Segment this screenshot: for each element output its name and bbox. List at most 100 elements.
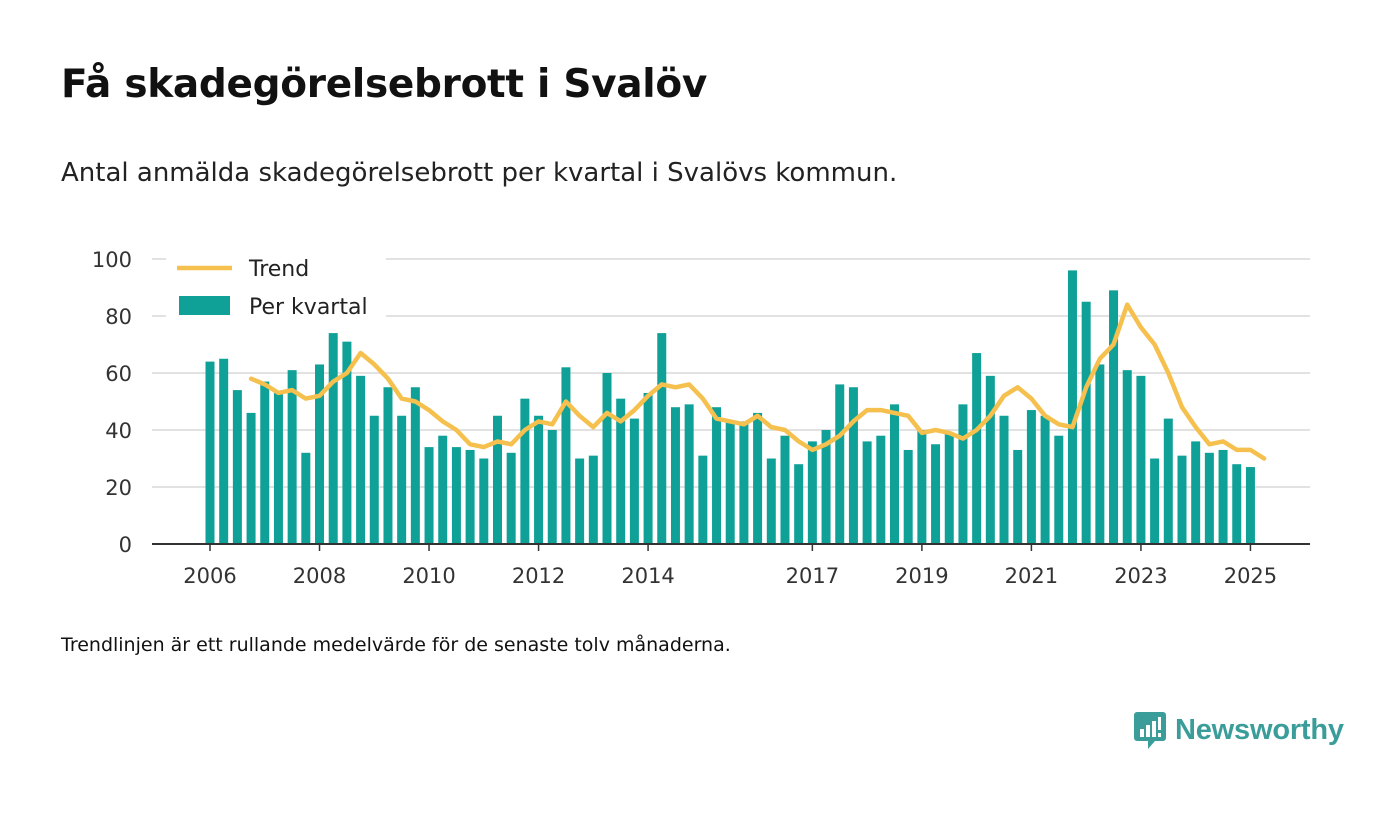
x-tick-label: 2006 [183, 564, 236, 588]
x-tick-label: 2021 [1005, 564, 1058, 588]
bar [356, 375, 366, 544]
bar [643, 392, 653, 544]
bar [575, 458, 585, 544]
chart-title: Få skadegörelsebrott i Svalöv [61, 62, 707, 107]
trend-line [248, 302, 1267, 461]
x-tick-label: 2023 [1114, 564, 1167, 588]
bar [903, 449, 913, 544]
bar [1163, 418, 1173, 544]
bar [479, 458, 489, 544]
bar [985, 375, 995, 544]
bar [1245, 467, 1255, 544]
bar [246, 412, 256, 544]
bar [1177, 455, 1187, 544]
bar [1218, 449, 1228, 544]
x-tick-label: 2019 [895, 564, 948, 588]
bar [465, 449, 475, 544]
x-tick-label: 2010 [402, 564, 455, 588]
bar [944, 432, 954, 544]
bar [410, 387, 420, 544]
legend-swatch-bars [179, 296, 230, 315]
bar [1232, 464, 1242, 544]
bar [835, 384, 845, 544]
brand-logo: Newsworthy [1133, 710, 1344, 750]
legend: Trend Per kvartal [166, 250, 386, 325]
y-tick-label: 60 [105, 362, 132, 386]
bar [588, 455, 598, 544]
bar [848, 387, 858, 544]
bar [273, 392, 283, 544]
x-tick-label: 2012 [512, 564, 565, 588]
bar [807, 441, 817, 544]
bar [260, 381, 270, 544]
bar [766, 458, 776, 544]
y-tick-label: 100 [92, 248, 132, 272]
bar [616, 398, 626, 544]
y-tick-label: 20 [105, 476, 132, 500]
y-tick-label: 0 [119, 533, 132, 557]
bar [725, 421, 735, 544]
x-tick-label: 2017 [786, 564, 839, 588]
bar [383, 387, 393, 544]
bar [876, 435, 886, 544]
bar [739, 421, 749, 544]
bar [1026, 410, 1036, 544]
bar [684, 404, 694, 544]
y-tick-label: 40 [105, 419, 132, 443]
bar [1081, 301, 1091, 544]
bar-series [205, 270, 1255, 544]
bar [1095, 364, 1105, 544]
bar [1067, 270, 1077, 544]
bar [561, 367, 571, 544]
bar [629, 418, 639, 544]
bar [657, 333, 667, 544]
bar [821, 430, 831, 544]
bar [438, 435, 448, 544]
bar [205, 361, 215, 544]
bar [917, 430, 927, 544]
bar [369, 415, 379, 544]
bar [328, 333, 338, 544]
bar [602, 373, 612, 544]
bar [1191, 441, 1201, 544]
bar [520, 398, 530, 544]
bar [342, 341, 352, 544]
bar [1109, 290, 1119, 544]
bar [670, 407, 680, 544]
bar [958, 404, 968, 544]
bar [1122, 370, 1132, 544]
bar [492, 415, 502, 544]
bar [794, 464, 804, 544]
bar [506, 452, 516, 544]
bar [301, 452, 311, 544]
bar [712, 407, 722, 544]
bar [534, 415, 544, 544]
bar [219, 358, 229, 544]
bar [1013, 449, 1023, 544]
bar [1204, 452, 1214, 544]
legend-label: Trend [248, 257, 309, 282]
chart-subtitle: Antal anmälda skadegörelsebrott per kvar… [61, 158, 898, 188]
bar [890, 404, 899, 544]
bar [780, 435, 790, 544]
bar [698, 455, 708, 544]
bar [1136, 375, 1146, 544]
bar [287, 370, 297, 544]
x-tick-label: 2025 [1224, 564, 1277, 588]
bar [931, 444, 941, 544]
bar [972, 353, 982, 544]
bar [547, 430, 557, 544]
footnote: Trendlinjen är ett rullande medelvärde f… [61, 634, 731, 656]
bar [1150, 458, 1160, 544]
bar [999, 415, 1009, 544]
bar [232, 390, 242, 544]
brand-name: Newsworthy [1175, 713, 1344, 746]
bar [1054, 435, 1064, 544]
bar [397, 415, 407, 544]
y-tick-label: 80 [105, 305, 132, 329]
bar [315, 364, 325, 544]
bar [753, 412, 763, 544]
x-tick-label: 2008 [293, 564, 346, 588]
bar [451, 447, 461, 544]
